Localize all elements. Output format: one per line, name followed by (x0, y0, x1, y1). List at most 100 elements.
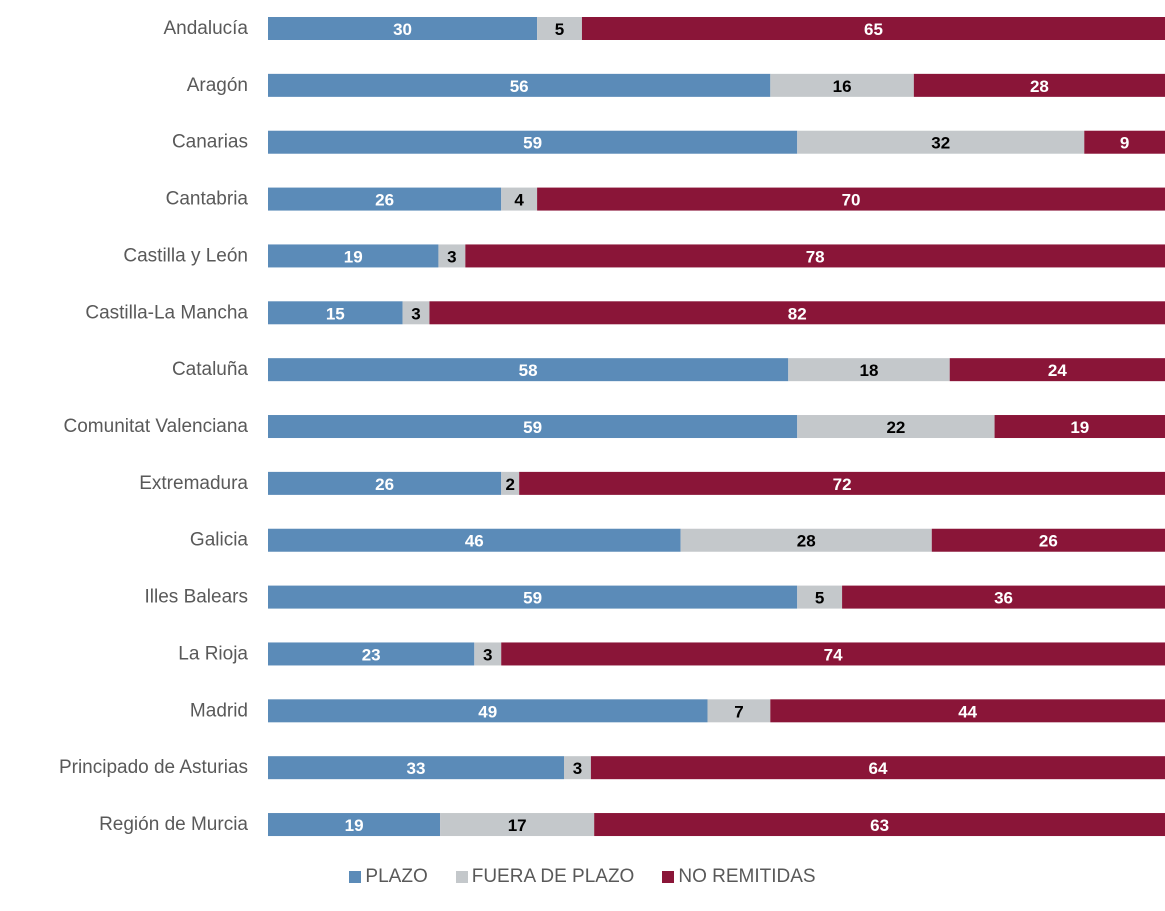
bar-segment-plazo-extremadura (268, 471, 502, 495)
bar-segment-no-remitidas-madrid (770, 699, 1165, 723)
category-label-illes-balears: Illes Balears (145, 587, 249, 608)
bar-segment-no-remitidas-castilla-y-leon (465, 244, 1165, 268)
category-label-andalucia: Andalucía (163, 18, 248, 39)
data-label-plazo-castilla-y-leon: 19 (344, 247, 363, 266)
bar-segment-fuera-de-plazo-cantabria (501, 187, 538, 211)
bar-segment-no-remitidas-cantabria (537, 187, 1165, 211)
bar-segment-fuera-de-plazo-madrid (707, 699, 771, 723)
data-label-plazo-castilla-la-mancha: 15 (326, 304, 345, 323)
legend: PLAZO FUERA DE PLAZO NO REMITIDAS (0, 866, 1165, 888)
bar-segment-no-remitidas-principado-de-asturias (590, 756, 1165, 780)
bar-segment-fuera-de-plazo-la-rioja (474, 642, 502, 666)
data-label-plazo-la-rioja: 23 (362, 645, 381, 664)
bar-segment-no-remitidas-galicia (931, 528, 1165, 552)
data-label-fuera-de-plazo-extremadura: 2 (505, 475, 514, 494)
data-label-no-remitidas-madrid: 44 (958, 702, 977, 721)
bar-segment-plazo-canarias (268, 130, 798, 154)
category-label-region-de-murcia: Región de Murcia (99, 814, 248, 835)
data-label-plazo-madrid: 49 (478, 702, 497, 721)
data-label-no-remitidas-castilla-y-leon: 78 (806, 247, 825, 266)
bar-segment-fuera-de-plazo-cataluna (788, 358, 950, 382)
data-label-no-remitidas-cataluna: 24 (1048, 361, 1067, 380)
bar-segment-no-remitidas-canarias (1084, 130, 1165, 154)
category-label-extremadura: Extremadura (139, 473, 248, 494)
bar-segment-plazo-castilla-y-leon (268, 244, 439, 268)
data-label-plazo-aragon: 56 (510, 77, 529, 96)
data-label-plazo-illes-balears: 59 (523, 589, 542, 608)
data-label-no-remitidas-extremadura: 72 (833, 475, 852, 494)
bar-segment-no-remitidas-aragon (913, 73, 1165, 97)
data-label-fuera-de-plazo-castilla-la-mancha: 3 (411, 304, 420, 323)
data-label-no-remitidas-andalucia: 65 (864, 20, 883, 39)
legend-label-plazo: PLAZO (365, 866, 428, 887)
bar-segment-no-remitidas-region-de-murcia (594, 813, 1165, 837)
bar-segment-no-remitidas-la-rioja (501, 642, 1165, 666)
bar-segment-fuera-de-plazo-comunitat-valenciana (797, 415, 995, 439)
bar-segment-fuera-de-plazo-canarias (797, 130, 1085, 154)
bar-segment-no-remitidas-extremadura (519, 471, 1165, 495)
data-label-no-remitidas-region-de-murcia: 63 (870, 816, 889, 835)
data-label-plazo-principado-de-asturias: 33 (407, 759, 426, 778)
data-label-no-remitidas-canarias: 9 (1120, 134, 1129, 153)
data-label-no-remitidas-cantabria: 70 (842, 191, 861, 210)
bar-segment-plazo-cataluna (268, 358, 789, 382)
category-label-cataluna: Cataluña (172, 359, 248, 380)
category-label-castilla-y-leon: Castilla y León (123, 245, 248, 266)
bar-segment-plazo-castilla-la-mancha (268, 301, 403, 325)
bar-segment-plazo-principado-de-asturias (268, 756, 565, 780)
data-label-fuera-de-plazo-principado-de-asturias: 3 (573, 759, 582, 778)
data-label-no-remitidas-la-rioja: 74 (824, 645, 843, 664)
data-label-fuera-de-plazo-galicia: 28 (797, 532, 816, 551)
bar-segment-fuera-de-plazo-principado-de-asturias (564, 756, 591, 780)
bar-segment-plazo-la-rioja (268, 642, 475, 666)
bar-segment-no-remitidas-andalucia (581, 17, 1165, 40)
bar-segment-plazo-cantabria (268, 187, 502, 211)
category-label-castilla-la-mancha: Castilla-La Mancha (85, 302, 248, 323)
legend-item-plazo: PLAZO (349, 866, 428, 888)
bar-segment-plazo-madrid (268, 699, 708, 723)
data-label-plazo-canarias: 59 (523, 134, 542, 153)
data-label-fuera-de-plazo-madrid: 7 (734, 702, 743, 721)
data-label-plazo-andalucia: 30 (393, 20, 412, 39)
data-label-fuera-de-plazo-comunitat-valenciana: 22 (886, 418, 905, 437)
legend-item-fuera-de-plazo: FUERA DE PLAZO (455, 866, 634, 888)
data-label-no-remitidas-principado-de-asturias: 64 (868, 759, 887, 778)
data-label-fuera-de-plazo-illes-balears: 5 (815, 589, 824, 608)
category-label-galicia: Galicia (190, 530, 249, 551)
bar-segment-no-remitidas-illes-balears (842, 585, 1165, 609)
bar-segment-plazo-aragon (268, 73, 771, 97)
category-label-comunitat-valenciana: Comunitat Valenciana (64, 416, 249, 437)
bar-segment-fuera-de-plazo-galicia (680, 528, 932, 552)
data-label-no-remitidas-illes-balears: 36 (994, 589, 1013, 608)
bar-segment-fuera-de-plazo-extremadura (501, 471, 520, 495)
data-label-fuera-de-plazo-andalucia: 5 (555, 20, 564, 39)
category-label-canarias: Canarias (172, 132, 248, 153)
data-label-no-remitidas-comunitat-valenciana: 19 (1070, 418, 1089, 437)
legend-item-no-remitidas: NO REMITIDAS (662, 866, 816, 888)
bar-segment-no-remitidas-comunitat-valenciana (994, 415, 1165, 439)
bar-segment-fuera-de-plazo-aragon (770, 73, 914, 97)
data-label-fuera-de-plazo-canarias: 32 (931, 134, 950, 153)
data-label-plazo-extremadura: 26 (375, 475, 394, 494)
bar-segment-no-remitidas-castilla-la-mancha (429, 301, 1165, 325)
bar-segment-fuera-de-plazo-illes-balears (797, 585, 843, 609)
legend-swatch-plazo (349, 871, 362, 883)
data-label-fuera-de-plazo-cantabria: 4 (514, 191, 524, 210)
bar-segment-plazo-region-de-murcia (268, 813, 441, 837)
category-label-la-rioja: La Rioja (178, 643, 248, 664)
data-label-no-remitidas-castilla-la-mancha: 82 (788, 304, 807, 323)
bar-segment-fuera-de-plazo-region-de-murcia (440, 813, 595, 837)
legend-swatch-no-remitidas (662, 871, 675, 883)
bar-segment-plazo-comunitat-valenciana (268, 415, 798, 439)
data-label-fuera-de-plazo-region-de-murcia: 17 (508, 816, 527, 835)
bar-segment-fuera-de-plazo-castilla-la-mancha (402, 301, 430, 325)
data-label-no-remitidas-aragon: 28 (1030, 77, 1049, 96)
legend-label-no-remitidas: NO REMITIDAS (678, 866, 816, 887)
data-label-plazo-cantabria: 26 (375, 191, 394, 210)
data-label-fuera-de-plazo-cataluna: 18 (860, 361, 879, 380)
data-label-fuera-de-plazo-castilla-y-leon: 3 (447, 247, 456, 266)
data-label-plazo-comunitat-valenciana: 59 (523, 418, 542, 437)
category-label-principado-de-asturias: Principado de Asturias (59, 757, 248, 778)
category-label-aragon: Aragón (187, 75, 248, 96)
